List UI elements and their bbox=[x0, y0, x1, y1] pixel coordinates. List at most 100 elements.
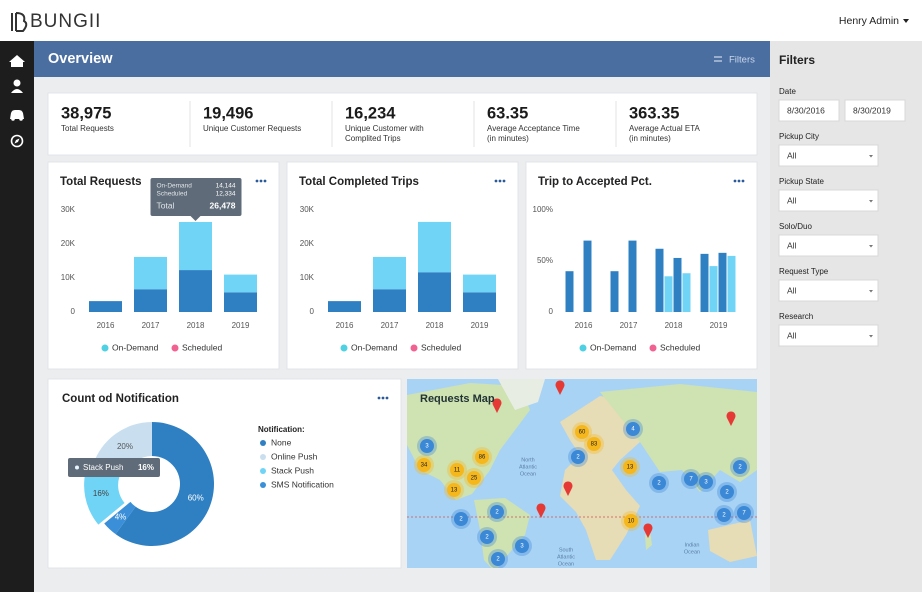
car-icon[interactable] bbox=[10, 110, 24, 119]
cluster-count[interactable]: 2 bbox=[495, 510, 499, 516]
cluster[interactable] bbox=[575, 425, 589, 439]
cluster-count[interactable]: 2 bbox=[725, 490, 729, 496]
cluster[interactable] bbox=[717, 508, 731, 522]
cluster[interactable] bbox=[737, 506, 751, 520]
cluster[interactable] bbox=[475, 450, 489, 464]
more-menu[interactable] bbox=[494, 179, 498, 183]
more-menu[interactable] bbox=[255, 179, 259, 183]
cluster[interactable] bbox=[417, 458, 431, 472]
cluster-count[interactable]: 2 bbox=[722, 513, 726, 519]
filter-input[interactable] bbox=[778, 234, 879, 257]
filters-button[interactable]: Filters bbox=[729, 55, 755, 66]
dropdown-caret[interactable] bbox=[869, 335, 873, 338]
filter-value[interactable]: 8/30/2019 bbox=[853, 105, 891, 115]
map-pin[interactable] bbox=[555, 380, 565, 395]
cluster-count[interactable]: 11 bbox=[454, 468, 461, 474]
car-wheel[interactable] bbox=[19, 117, 23, 121]
dropdown-caret[interactable] bbox=[869, 155, 873, 158]
cluster-count[interactable]: 3 bbox=[704, 480, 708, 486]
cluster[interactable] bbox=[623, 460, 637, 474]
cluster-count[interactable]: 25 bbox=[471, 476, 478, 482]
cluster-count[interactable]: 2 bbox=[576, 455, 580, 461]
cluster-count[interactable]: 2 bbox=[496, 557, 500, 563]
map-pin[interactable] bbox=[492, 398, 502, 413]
more-menu[interactable] bbox=[733, 179, 737, 183]
user-icon[interactable] bbox=[13, 79, 21, 87]
cluster-count[interactable]: 2 bbox=[657, 481, 661, 487]
cluster-count[interactable]: 10 bbox=[628, 519, 635, 525]
map-pin[interactable] bbox=[536, 503, 546, 518]
cluster-count[interactable]: 2 bbox=[738, 465, 742, 471]
dropdown-caret[interactable] bbox=[869, 290, 873, 293]
cluster-count[interactable]: 13 bbox=[627, 465, 634, 471]
cluster[interactable] bbox=[571, 450, 585, 464]
more-menu[interactable] bbox=[381, 396, 385, 400]
compass-icon[interactable] bbox=[10, 134, 24, 148]
tooltip-label: Stack Push bbox=[83, 463, 123, 472]
cluster-count[interactable]: 83 bbox=[591, 442, 598, 448]
cluster-count[interactable]: 2 bbox=[459, 517, 463, 523]
cluster-count[interactable]: 3 bbox=[425, 444, 429, 450]
car-wheel[interactable] bbox=[11, 117, 15, 121]
cluster[interactable] bbox=[454, 512, 468, 526]
more-menu[interactable] bbox=[259, 179, 263, 183]
cluster[interactable] bbox=[684, 472, 698, 486]
more-menu[interactable] bbox=[498, 179, 502, 183]
cluster-count[interactable]: 86 bbox=[479, 455, 486, 461]
user-icon-body[interactable] bbox=[11, 89, 23, 93]
cluster[interactable] bbox=[467, 471, 481, 485]
cluster-count[interactable]: 3 bbox=[520, 544, 524, 550]
user-caret[interactable] bbox=[903, 19, 909, 23]
filter-icon[interactable] bbox=[714, 56, 722, 62]
cluster[interactable] bbox=[480, 530, 494, 544]
cluster[interactable] bbox=[420, 439, 434, 453]
filter-input[interactable] bbox=[778, 144, 879, 167]
cluster-count[interactable]: 2 bbox=[485, 535, 489, 541]
cluster[interactable] bbox=[624, 514, 638, 528]
filter-input[interactable] bbox=[778, 324, 879, 347]
more-menu[interactable] bbox=[502, 179, 506, 183]
cluster-count[interactable]: 13 bbox=[451, 488, 458, 494]
cluster-count[interactable]: 34 bbox=[421, 463, 428, 469]
legend-label: SMS Notification bbox=[271, 479, 334, 489]
map-pin[interactable] bbox=[643, 523, 653, 538]
cluster-count[interactable]: 60 bbox=[579, 430, 586, 436]
more-menu[interactable] bbox=[263, 179, 267, 183]
cluster[interactable] bbox=[720, 485, 734, 499]
cluster[interactable] bbox=[447, 483, 461, 497]
filter-input[interactable] bbox=[778, 99, 840, 122]
map-pin[interactable] bbox=[563, 481, 573, 496]
more-menu[interactable] bbox=[385, 396, 389, 400]
more-menu[interactable] bbox=[741, 179, 745, 183]
cluster[interactable] bbox=[626, 422, 640, 436]
dropdown-caret[interactable] bbox=[869, 245, 873, 248]
filter-value[interactable]: All bbox=[787, 330, 797, 340]
filter-value[interactable]: 8/30/2016 bbox=[787, 105, 825, 115]
filter-value[interactable]: All bbox=[787, 240, 797, 250]
compass-needle[interactable] bbox=[14, 138, 20, 144]
cluster[interactable] bbox=[652, 476, 666, 490]
cluster[interactable] bbox=[733, 460, 747, 474]
filter-input[interactable] bbox=[778, 189, 879, 212]
user-menu[interactable]: Henry Admin bbox=[839, 15, 899, 27]
dropdown-caret[interactable] bbox=[869, 200, 873, 203]
filter-value[interactable]: All bbox=[787, 150, 797, 160]
cluster[interactable] bbox=[450, 463, 464, 477]
filter-input[interactable] bbox=[778, 279, 879, 302]
home-icon[interactable] bbox=[9, 55, 25, 67]
filter-input[interactable] bbox=[844, 99, 906, 122]
cluster[interactable] bbox=[515, 539, 529, 553]
filter-value[interactable]: All bbox=[787, 285, 797, 295]
cluster[interactable] bbox=[490, 505, 504, 519]
cluster-count[interactable]: 7 bbox=[689, 477, 693, 483]
more-menu[interactable] bbox=[377, 396, 381, 400]
more-menu[interactable] bbox=[737, 179, 741, 183]
map-pin[interactable] bbox=[726, 411, 736, 426]
cluster[interactable] bbox=[699, 475, 713, 489]
cluster[interactable] bbox=[587, 437, 601, 451]
cluster-count[interactable]: 4 bbox=[631, 427, 635, 433]
filter-value[interactable]: All bbox=[787, 195, 797, 205]
cluster[interactable] bbox=[491, 552, 505, 566]
cluster-count[interactable]: 7 bbox=[742, 511, 746, 517]
